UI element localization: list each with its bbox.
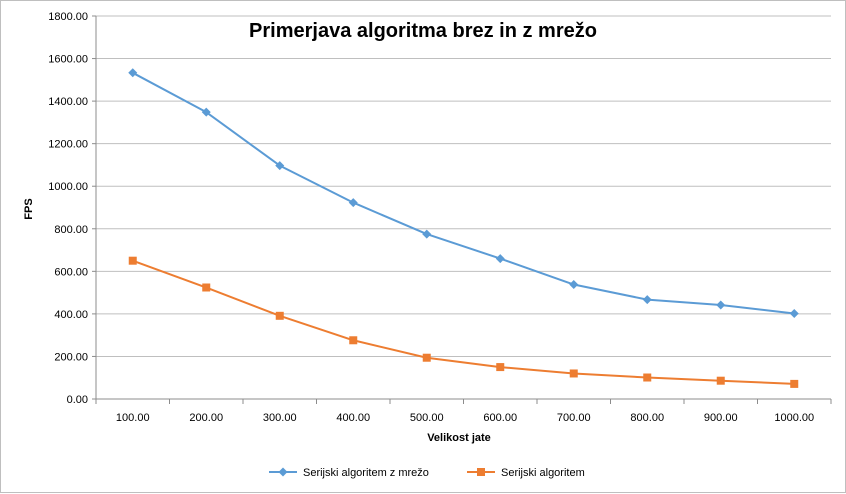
- data-point: [202, 283, 211, 292]
- data-point: [716, 376, 725, 385]
- y-tick-label: 1600.00: [48, 54, 88, 66]
- x-tick-label: 200.00: [189, 412, 223, 424]
- legend: Serijski algoritem z mrežo Serijski algor…: [269, 467, 585, 479]
- data-point: [643, 373, 652, 382]
- y-tick-label: 0.00: [67, 394, 88, 406]
- x-axis-label: Velikost jate: [427, 432, 491, 444]
- y-tick-label: 1200.00: [48, 139, 88, 151]
- data-point: [496, 363, 505, 372]
- y-tick-label: 600.00: [54, 266, 88, 278]
- chart-title: Primerjava algoritma brez in z mrežo: [249, 20, 597, 42]
- legend-entry: Serijski algoritem: [467, 467, 585, 479]
- y-tick-label: 800.00: [54, 224, 88, 236]
- y-tick-labels: 0.00 200.00 400.00 600.00 800.00 1000.00 1200.…: [48, 11, 88, 406]
- data-point: [275, 311, 284, 320]
- legend-label: Serijski algoritem: [501, 467, 585, 479]
- x-tick-label: 700.00: [557, 412, 591, 424]
- series-2: [128, 256, 799, 388]
- y-tick-label: 400.00: [54, 309, 88, 321]
- x-tick-label: 900.00: [704, 412, 738, 424]
- legend-entry: Serijski algoritem z mrežo: [269, 467, 429, 479]
- data-point: [422, 229, 432, 239]
- series-line: [132, 71, 795, 315]
- data-point: [716, 300, 726, 310]
- series-1: [128, 68, 799, 318]
- legend-marker: [477, 468, 485, 476]
- x-tick-label: 400.00: [336, 412, 370, 424]
- x-tick-label: 600.00: [483, 412, 517, 424]
- data-point: [348, 198, 358, 208]
- x-tick-label: 100.00: [116, 412, 150, 424]
- data-point: [128, 256, 137, 265]
- data-point: [790, 379, 799, 388]
- gridlines: [96, 15, 831, 357]
- y-tick-label: 200.00: [54, 351, 88, 363]
- series: [128, 68, 799, 388]
- y-tick-label: 1800.00: [48, 11, 88, 23]
- x-tick-label: 300.00: [263, 412, 297, 424]
- legend-label: Serijski algoritem z mrežo: [303, 467, 429, 479]
- data-point: [789, 308, 799, 318]
- y-axis-label: FPS: [23, 198, 35, 219]
- x-tick-label: 1000.00: [774, 412, 814, 424]
- x-tick-label: 800.00: [630, 412, 664, 424]
- y-tick-label: 1000.00: [48, 181, 88, 193]
- axes: [92, 15, 832, 404]
- data-point: [642, 295, 652, 305]
- x-tick-label: 500.00: [410, 412, 444, 424]
- data-point: [201, 107, 211, 117]
- data-point: [349, 336, 358, 345]
- data-point: [128, 68, 138, 78]
- x-tick-labels: 100.00 200.00 300.00 400.00 500.00 600.00 700.…: [116, 412, 814, 424]
- data-point: [422, 353, 431, 362]
- data-point: [569, 369, 578, 378]
- data-point: [569, 280, 579, 290]
- data-point: [275, 161, 285, 171]
- legend-marker: [278, 467, 288, 477]
- series-line: [132, 259, 795, 385]
- y-tick-label: 1400.00: [48, 96, 88, 108]
- data-point: [495, 254, 505, 264]
